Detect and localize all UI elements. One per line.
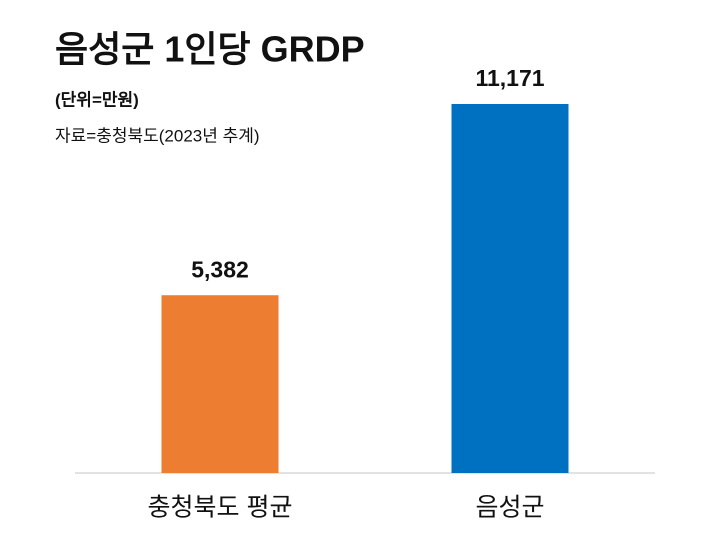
bar (161, 295, 279, 473)
value-label: 5,382 (191, 256, 249, 282)
chart-source: 자료=충청북도(2023년 추계) (55, 126, 260, 145)
chart-title: 음성군 1인당 GRDP (55, 29, 365, 70)
bar (451, 104, 569, 473)
x-tick-label: 충청북도 평균 (148, 494, 293, 522)
x-tick-label: 음성군 (475, 494, 544, 522)
chart-subtitle: (단위=만원) (55, 90, 139, 109)
value-label: 11,171 (475, 65, 544, 91)
